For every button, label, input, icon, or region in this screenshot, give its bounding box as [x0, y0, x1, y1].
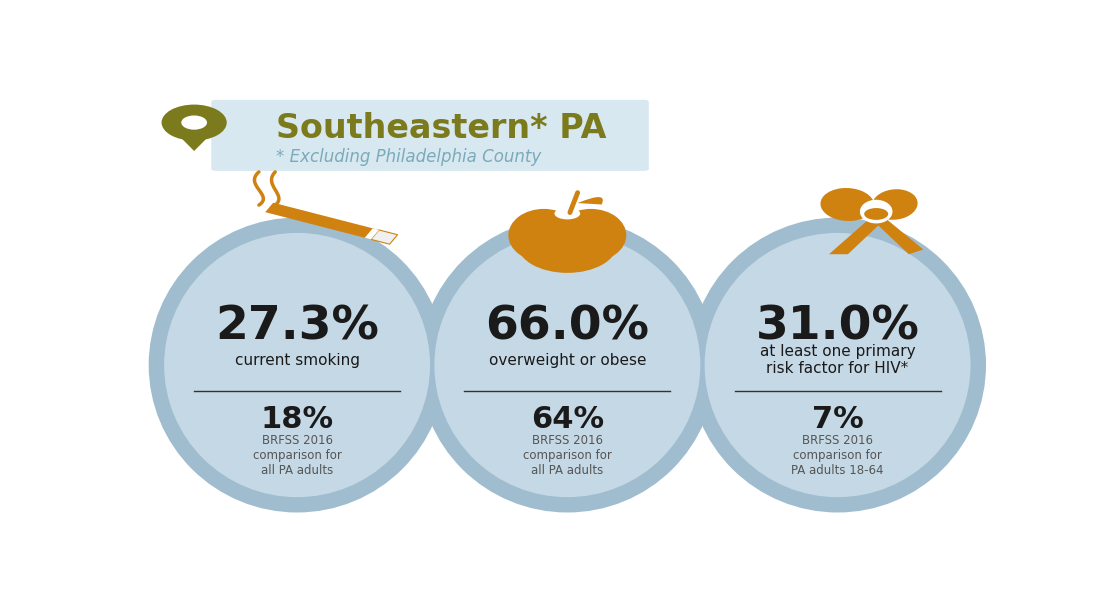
Text: 64%: 64%	[530, 405, 604, 434]
Text: current smoking: current smoking	[235, 353, 360, 368]
Text: 18%: 18%	[260, 405, 333, 434]
FancyBboxPatch shape	[211, 100, 649, 171]
Polygon shape	[364, 228, 379, 239]
Text: overweight or obese: overweight or obese	[488, 353, 646, 368]
Ellipse shape	[865, 208, 888, 220]
Circle shape	[182, 116, 207, 130]
Polygon shape	[829, 219, 880, 254]
Text: at least one primary
risk factor for HIV*: at least one primary risk factor for HIV…	[759, 344, 915, 376]
Ellipse shape	[148, 218, 445, 512]
Ellipse shape	[164, 233, 431, 497]
Text: BRFSS 2016
comparison for
all PA adults: BRFSS 2016 comparison for all PA adults	[523, 434, 612, 477]
Ellipse shape	[704, 233, 971, 497]
Text: * Excluding Philadelphia County: * Excluding Philadelphia County	[276, 148, 541, 165]
Text: 27.3%: 27.3%	[215, 304, 379, 350]
Ellipse shape	[518, 216, 617, 273]
Ellipse shape	[556, 209, 627, 261]
Ellipse shape	[508, 209, 579, 261]
Ellipse shape	[820, 188, 875, 221]
Polygon shape	[266, 203, 379, 239]
Text: 7%: 7%	[811, 405, 863, 434]
Text: 66.0%: 66.0%	[485, 304, 650, 350]
Ellipse shape	[690, 218, 986, 512]
Circle shape	[162, 105, 227, 141]
Text: Southeastern* PA: Southeastern* PA	[276, 112, 607, 145]
Ellipse shape	[555, 208, 580, 220]
PathPatch shape	[578, 197, 603, 205]
Text: 31.0%: 31.0%	[756, 304, 920, 350]
Polygon shape	[371, 230, 397, 244]
Ellipse shape	[860, 200, 892, 223]
Ellipse shape	[418, 218, 716, 512]
Ellipse shape	[872, 189, 918, 220]
Polygon shape	[873, 216, 923, 254]
Polygon shape	[175, 132, 213, 151]
Text: BRFSS 2016
comparison for
all PA adults: BRFSS 2016 comparison for all PA adults	[252, 434, 342, 477]
Text: BRFSS 2016
comparison for
PA adults 18-64: BRFSS 2016 comparison for PA adults 18-6…	[792, 434, 883, 477]
Ellipse shape	[434, 233, 701, 497]
